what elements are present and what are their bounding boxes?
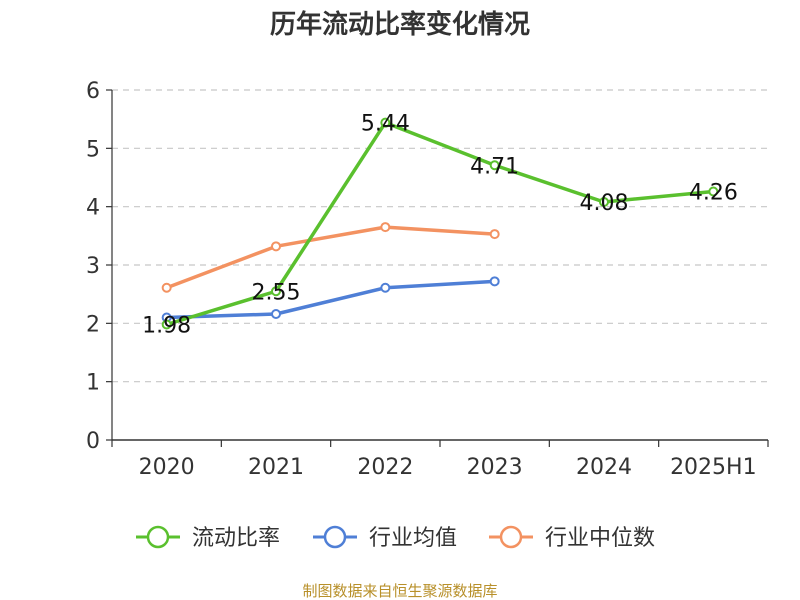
data-point[interactable]: [380, 222, 391, 233]
series-group: [161, 117, 719, 330]
x-tick-label: 2022: [357, 455, 413, 480]
data-label: 4.26: [689, 181, 738, 206]
y-tick-label: 1: [86, 371, 100, 396]
legend-item[interactable]: 行业中位数: [489, 525, 655, 551]
legend-marker: [146, 525, 170, 549]
legend-item[interactable]: 行业均值: [313, 525, 457, 551]
data-point[interactable]: [489, 160, 500, 171]
data-label: 5.44: [361, 112, 410, 137]
legend-label: 行业均值: [369, 526, 457, 551]
axes: 0 1 2 3 4 5 6 2020 2021 2022 2023 2024 2025H1: [86, 79, 769, 480]
data-point[interactable]: [599, 197, 609, 207]
legend[interactable]: 流动比率 行业均值 行业中位数: [136, 525, 655, 551]
series-line: [166, 279, 495, 320]
data-label: 2.55: [252, 280, 301, 305]
x-tick-label: 2025H1: [670, 455, 757, 480]
y-tick-label: 2: [86, 312, 100, 337]
grid-lines: [112, 89, 768, 383]
data-label: 4.71: [470, 154, 519, 179]
data-point[interactable]: [380, 282, 391, 293]
legend-label: 流动比率: [192, 526, 280, 551]
legend-item[interactable]: 流动比率: [136, 525, 280, 551]
data-label: 4.08: [580, 191, 629, 216]
source-note: 制图数据来自恒生聚源数据库: [302, 582, 497, 600]
series-line: [166, 225, 495, 290]
data-point[interactable]: [489, 229, 500, 240]
x-tick-label: 2024: [576, 455, 632, 480]
x-tick-label: 2020: [139, 455, 195, 480]
x-tick-label: 2023: [467, 455, 523, 480]
x-tick-label: 2021: [248, 455, 304, 480]
legend-label: 行业中位数: [545, 526, 655, 551]
data-point[interactable]: [161, 319, 172, 330]
series-line: [166, 120, 714, 327]
data-point[interactable]: [271, 309, 281, 319]
data-label: 1.98: [142, 314, 191, 339]
data-point[interactable]: [708, 186, 719, 197]
legend-marker: [323, 525, 347, 549]
y-tick-label: 5: [86, 137, 100, 162]
data-point[interactable]: [161, 282, 172, 293]
y-tick-label: 3: [86, 254, 100, 279]
legend-marker: [499, 525, 523, 549]
y-tick-label: 0: [86, 429, 100, 454]
data-point[interactable]: [489, 276, 500, 287]
data-labels: 1.98 2.55 5.44 4.71 4.08 4.26: [142, 112, 738, 339]
chart-title: 历年流动比率变化情况: [270, 9, 530, 40]
y-tick-label: 6: [86, 79, 100, 104]
data-point[interactable]: [271, 241, 281, 252]
data-point[interactable]: [271, 286, 281, 297]
y-tick-label: 4: [86, 196, 100, 221]
data-point[interactable]: [380, 117, 391, 128]
